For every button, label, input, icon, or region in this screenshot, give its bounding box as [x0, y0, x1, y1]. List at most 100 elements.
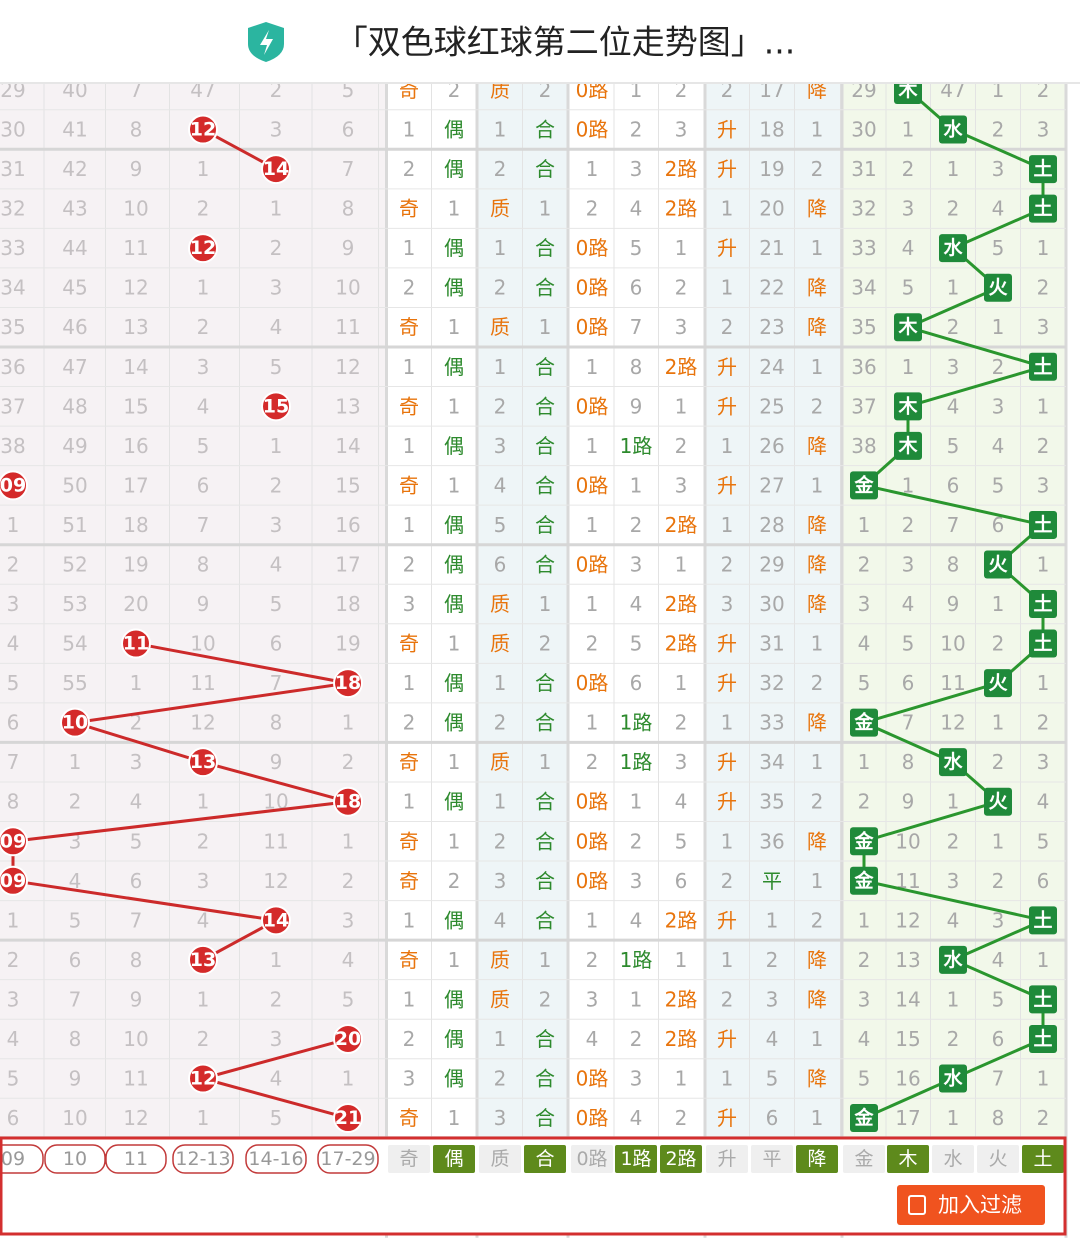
cell-text: 4: [858, 1027, 871, 1051]
cell-text: 5: [675, 829, 688, 853]
filter-chip[interactable]: [796, 1145, 838, 1173]
filter-chip[interactable]: [706, 1145, 748, 1173]
cell-text: 12: [123, 276, 148, 300]
cell-text: 2: [586, 632, 599, 656]
cell-text: 2: [675, 711, 688, 735]
cell-text: 6: [992, 513, 1005, 537]
cell-text: 1: [539, 948, 552, 972]
cell-text: 34: [759, 750, 784, 774]
cell-text: 1路: [620, 948, 653, 972]
cell-text: 2: [494, 829, 507, 853]
cell-text: 4: [766, 1027, 779, 1051]
cell-text: 合: [535, 236, 555, 260]
cell-text: 2: [403, 1027, 416, 1051]
cell-text: 2: [858, 790, 871, 814]
element-link: [952, 1037, 1044, 1080]
cell-text: 合: [535, 552, 555, 576]
filter-chip[interactable]: [433, 1145, 475, 1173]
filter-chip[interactable]: [105, 1144, 167, 1174]
cell-text: 1: [342, 829, 355, 853]
filter-chip[interactable]: [317, 1144, 379, 1174]
filter-chip[interactable]: [44, 1144, 106, 1174]
cell-text: 偶: [444, 513, 464, 537]
element-text: 火: [988, 277, 1008, 299]
filter-chip[interactable]: [571, 1145, 613, 1173]
cell-text: 9: [270, 750, 283, 774]
cell-text: 16: [895, 1067, 920, 1091]
cell-text: 20: [759, 197, 784, 221]
cell-text: 1: [7, 513, 20, 537]
filter-chip[interactable]: [615, 1145, 657, 1173]
cell-text: 升: [717, 908, 737, 932]
element-link: [863, 1077, 954, 1120]
cell-text: 24: [759, 355, 784, 379]
cell-text: 30: [759, 592, 784, 616]
cell-text: 47: [62, 355, 87, 379]
filter-chip[interactable]: [977, 1145, 1019, 1173]
element-box: [894, 431, 922, 460]
cell-text: 2: [270, 987, 283, 1011]
ball: [261, 905, 291, 936]
cell-text: 2: [197, 197, 210, 221]
element-box: [1029, 590, 1057, 619]
cell-text: 30: [851, 118, 876, 142]
element-text: 土: [1033, 909, 1052, 931]
cell-text: 2: [766, 948, 779, 972]
cell-text: 0路: [576, 236, 609, 260]
cell-text: 1: [811, 632, 824, 656]
filter-chip[interactable]: [843, 1145, 885, 1173]
cell-text: 奇: [399, 948, 419, 972]
cell-text: 1: [494, 1027, 507, 1051]
cell-text: 1: [403, 434, 416, 458]
cell-text: 34: [0, 276, 25, 300]
cell-text: 7: [902, 711, 915, 735]
cell-text: 1: [858, 908, 871, 932]
cell-text: 1: [586, 592, 599, 616]
cell-text: 5: [902, 276, 915, 300]
cell-text: 2: [494, 394, 507, 418]
filter-chip[interactable]: [245, 1144, 307, 1174]
cell-text: 2: [721, 987, 734, 1011]
filter-chip[interactable]: [932, 1145, 974, 1173]
filter-chip[interactable]: [0, 1144, 44, 1174]
cell-text: 0路: [576, 1067, 609, 1091]
cell-text: 27: [759, 473, 784, 497]
cell-text: 1: [992, 315, 1005, 339]
cell-text: 1: [270, 948, 283, 972]
filter-chip[interactable]: [751, 1145, 793, 1173]
cell-text: 1: [494, 355, 507, 379]
cell-text: 38: [0, 434, 25, 458]
cell-text: 1: [494, 671, 507, 695]
cell-text: 2: [448, 869, 461, 893]
cell-text: 10: [895, 829, 920, 853]
cell-text: 19: [335, 632, 360, 656]
cell-text: 37: [0, 394, 25, 418]
element-box: [850, 471, 878, 500]
cell-text: 1: [675, 1067, 688, 1091]
filter-button[interactable]: [897, 1185, 1045, 1225]
filter-chip[interactable]: [388, 1145, 430, 1173]
cell-text: 4: [992, 434, 1005, 458]
cell-text: 升: [717, 394, 737, 418]
cell-text: 3: [494, 434, 507, 458]
filter-chip[interactable]: [172, 1144, 234, 1174]
cell-text: 1: [448, 197, 461, 221]
cell-text: 0路: [576, 394, 609, 418]
element-box: [984, 273, 1012, 302]
filter-chip[interactable]: [524, 1145, 566, 1173]
filter-chip[interactable]: [1022, 1145, 1064, 1173]
filter-chip[interactable]: [479, 1145, 521, 1173]
cell-text: 2路: [665, 592, 698, 616]
cells: 29 40 7 47 2 5 奇 2 质 2 0路 1 2 2 17 降 29 47 1 230 41 8 3 6 1 偶 1 合 0路…: [0, 78, 1049, 1130]
ball-text: 14: [263, 158, 289, 180]
filter-chip[interactable]: [660, 1145, 702, 1173]
filter-chip[interactable]: [887, 1145, 929, 1173]
cell-text: 3: [992, 157, 1005, 181]
cell-text: 偶: [444, 355, 464, 379]
cell-text: 4: [1037, 790, 1050, 814]
cell-text: 3: [130, 750, 143, 774]
cell-text: 1: [721, 948, 734, 972]
ball-text: 09: [0, 830, 26, 852]
element-text: 金: [853, 869, 874, 892]
cell-text: 降: [807, 592, 827, 616]
